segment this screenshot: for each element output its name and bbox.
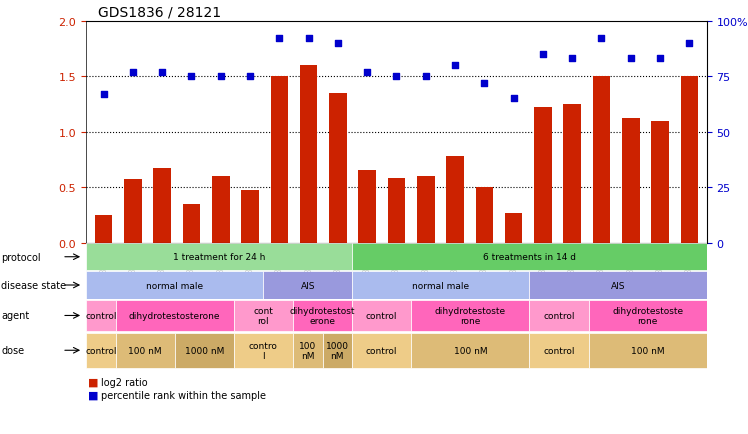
Text: normal male: normal male	[146, 281, 203, 290]
FancyBboxPatch shape	[352, 300, 411, 332]
Bar	[241, 191, 259, 243]
Bar	[592, 77, 610, 243]
Point	[625, 56, 637, 63]
Bar	[387, 179, 405, 243]
Point	[361, 69, 373, 76]
FancyBboxPatch shape	[234, 333, 293, 368]
Point	[186, 73, 197, 80]
Point	[156, 69, 168, 76]
Bar	[417, 177, 435, 243]
Text: AIS: AIS	[301, 281, 315, 290]
Point	[478, 80, 490, 87]
Text: protocol: protocol	[1, 252, 41, 262]
Text: contro
l: contro l	[249, 341, 278, 360]
Text: percentile rank within the sample: percentile rank within the sample	[101, 390, 266, 400]
Bar	[681, 77, 698, 243]
Text: GDS1836 / 28121: GDS1836 / 28121	[99, 5, 221, 19]
FancyBboxPatch shape	[352, 243, 707, 271]
Text: control: control	[366, 346, 397, 355]
Text: 100 nM: 100 nM	[129, 346, 162, 355]
Text: 100 nM: 100 nM	[631, 346, 664, 355]
Bar	[622, 119, 640, 243]
Text: ■: ■	[88, 390, 98, 400]
Text: control: control	[85, 346, 117, 355]
Text: normal male: normal male	[412, 281, 469, 290]
FancyBboxPatch shape	[86, 333, 116, 368]
Text: dose: dose	[1, 345, 25, 355]
Text: log2 ratio: log2 ratio	[101, 377, 147, 387]
Point	[390, 73, 402, 80]
Text: agent: agent	[1, 311, 30, 321]
Text: cont
rol: cont rol	[254, 306, 273, 326]
Bar	[95, 215, 112, 243]
Point	[332, 40, 344, 47]
Bar	[534, 108, 551, 243]
FancyBboxPatch shape	[530, 272, 707, 299]
Bar	[329, 94, 346, 243]
Point	[684, 40, 696, 47]
Point	[654, 56, 666, 63]
FancyBboxPatch shape	[263, 272, 352, 299]
FancyBboxPatch shape	[86, 243, 352, 271]
FancyBboxPatch shape	[175, 333, 234, 368]
Text: control: control	[543, 346, 574, 355]
Text: dihydrotestoste
rone: dihydrotestoste rone	[435, 306, 506, 326]
Text: 1000 nM: 1000 nM	[185, 346, 224, 355]
Point	[127, 69, 139, 76]
FancyBboxPatch shape	[116, 333, 175, 368]
FancyBboxPatch shape	[322, 333, 352, 368]
Point	[244, 73, 256, 80]
FancyBboxPatch shape	[293, 333, 322, 368]
FancyBboxPatch shape	[234, 300, 293, 332]
Text: control: control	[85, 311, 117, 320]
FancyBboxPatch shape	[530, 333, 589, 368]
Bar	[476, 187, 493, 243]
FancyBboxPatch shape	[352, 333, 411, 368]
Text: dihydrotestoste
rone: dihydrotestoste rone	[612, 306, 683, 326]
Bar	[124, 180, 141, 243]
FancyBboxPatch shape	[530, 300, 589, 332]
FancyBboxPatch shape	[352, 272, 530, 299]
FancyBboxPatch shape	[293, 300, 352, 332]
Bar	[505, 213, 522, 243]
Bar	[358, 171, 376, 243]
FancyBboxPatch shape	[116, 300, 234, 332]
Text: 1000
nM: 1000 nM	[326, 341, 349, 360]
Text: 1 treatment for 24 h: 1 treatment for 24 h	[173, 253, 266, 262]
Bar	[153, 169, 171, 243]
Text: 6 treatments in 14 d: 6 treatments in 14 d	[483, 253, 576, 262]
FancyBboxPatch shape	[589, 333, 707, 368]
FancyBboxPatch shape	[411, 300, 530, 332]
Text: 100 nM: 100 nM	[453, 346, 487, 355]
Point	[97, 91, 109, 98]
Text: dihydrotestosterone: dihydrotestosterone	[129, 311, 221, 320]
Bar	[212, 177, 230, 243]
Text: control: control	[366, 311, 397, 320]
Point	[449, 62, 461, 69]
Point	[595, 36, 607, 43]
Text: 100
nM: 100 nM	[299, 341, 316, 360]
Bar	[563, 105, 581, 243]
Bar	[271, 77, 288, 243]
Text: disease state: disease state	[1, 280, 67, 290]
Point	[420, 73, 432, 80]
Bar	[652, 121, 669, 243]
Point	[215, 73, 227, 80]
Bar	[447, 157, 464, 243]
Text: AIS: AIS	[611, 281, 625, 290]
FancyBboxPatch shape	[86, 272, 263, 299]
FancyBboxPatch shape	[589, 300, 707, 332]
Point	[566, 56, 578, 63]
Text: control: control	[543, 311, 574, 320]
Point	[303, 36, 315, 43]
Bar	[183, 204, 200, 243]
Point	[508, 95, 520, 102]
Point	[273, 36, 285, 43]
Bar	[300, 66, 317, 243]
Text: dihydrotestost
erone: dihydrotestost erone	[289, 306, 355, 326]
FancyBboxPatch shape	[86, 300, 116, 332]
Point	[537, 51, 549, 58]
Text: ■: ■	[88, 377, 98, 387]
FancyBboxPatch shape	[411, 333, 530, 368]
